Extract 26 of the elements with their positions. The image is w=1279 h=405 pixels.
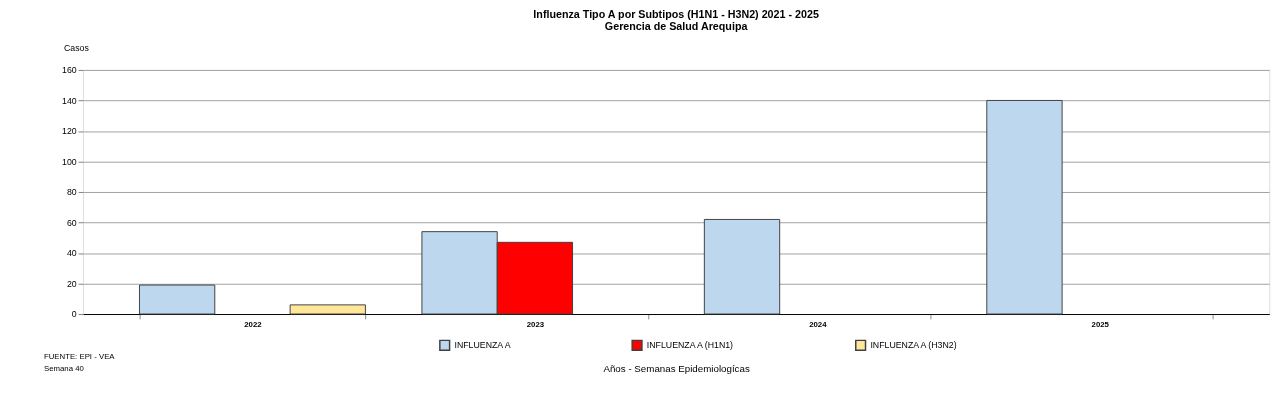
- y-tick-label: 160: [62, 65, 77, 76]
- y-tick-label: 0: [71, 309, 77, 320]
- y-tick-label: 40: [66, 248, 77, 259]
- legend-label: INFLUENZA A (H3N2): [870, 340, 957, 351]
- y-tick-label: 100: [62, 156, 77, 167]
- bar: [138, 284, 216, 315]
- x-axis-title: Años - Semanas Epidemiologícas: [603, 363, 750, 375]
- y-tick-label: 80: [66, 187, 77, 198]
- legend-label: INFLUENZA A: [454, 340, 511, 351]
- chart-title: Influenza Tipo A por Subtipos (H1N1 - H3N2) 2021 - 2025: [533, 8, 819, 21]
- x-tick-label: 2025: [1091, 320, 1110, 330]
- bar: [703, 218, 781, 315]
- legend-label: INFLUENZA A (H1N1): [646, 340, 734, 351]
- bar: [986, 99, 1063, 315]
- source-note: FUENTE: EPI - VEA: [43, 351, 116, 361]
- chart-subtitle: Gerencia de Salud Arequipa: [604, 19, 749, 32]
- x-tick-label: 2024: [809, 320, 828, 330]
- y-tick-label: 120: [62, 126, 77, 137]
- x-tick-label: 2022: [244, 320, 263, 330]
- y-tick-label: 140: [62, 95, 77, 106]
- y-tick-label: 60: [66, 217, 77, 228]
- text: Semana 40: [43, 363, 85, 373]
- y-tick-label: 20: [66, 278, 77, 289]
- y-axis-title: Casos: [63, 42, 90, 53]
- x-tick-label: 2023: [526, 320, 545, 330]
- bar: [289, 304, 366, 315]
